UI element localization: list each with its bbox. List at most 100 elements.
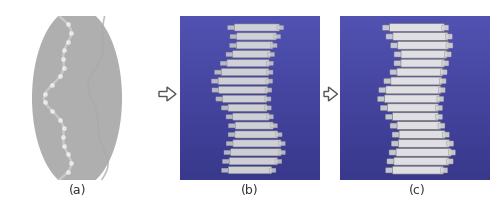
FancyBboxPatch shape bbox=[397, 122, 440, 130]
FancyBboxPatch shape bbox=[227, 60, 269, 67]
FancyBboxPatch shape bbox=[278, 141, 285, 146]
FancyBboxPatch shape bbox=[232, 51, 270, 58]
Text: (c): (c) bbox=[409, 184, 426, 197]
FancyBboxPatch shape bbox=[222, 168, 228, 172]
FancyBboxPatch shape bbox=[228, 133, 235, 137]
FancyBboxPatch shape bbox=[439, 79, 446, 84]
FancyBboxPatch shape bbox=[386, 114, 392, 119]
FancyBboxPatch shape bbox=[438, 87, 445, 93]
FancyBboxPatch shape bbox=[394, 61, 401, 66]
FancyBboxPatch shape bbox=[442, 132, 450, 137]
FancyBboxPatch shape bbox=[270, 43, 277, 48]
FancyBboxPatch shape bbox=[270, 124, 278, 128]
FancyBboxPatch shape bbox=[440, 70, 447, 75]
FancyBboxPatch shape bbox=[230, 34, 236, 39]
FancyBboxPatch shape bbox=[398, 139, 450, 147]
FancyBboxPatch shape bbox=[224, 150, 230, 155]
FancyBboxPatch shape bbox=[277, 26, 283, 30]
FancyBboxPatch shape bbox=[216, 97, 222, 101]
FancyBboxPatch shape bbox=[393, 32, 448, 40]
FancyBboxPatch shape bbox=[229, 158, 278, 165]
FancyBboxPatch shape bbox=[401, 50, 447, 58]
FancyBboxPatch shape bbox=[392, 113, 438, 121]
FancyBboxPatch shape bbox=[448, 150, 456, 155]
FancyArrow shape bbox=[159, 87, 176, 101]
FancyBboxPatch shape bbox=[382, 25, 390, 30]
FancyBboxPatch shape bbox=[444, 52, 451, 57]
FancyBboxPatch shape bbox=[236, 33, 277, 40]
FancyBboxPatch shape bbox=[269, 168, 276, 172]
FancyBboxPatch shape bbox=[228, 167, 272, 174]
FancyBboxPatch shape bbox=[266, 115, 274, 119]
FancyBboxPatch shape bbox=[218, 77, 268, 85]
FancyBboxPatch shape bbox=[436, 114, 442, 119]
FancyBboxPatch shape bbox=[236, 42, 273, 49]
FancyBboxPatch shape bbox=[384, 95, 440, 103]
FancyBboxPatch shape bbox=[214, 70, 222, 74]
FancyBboxPatch shape bbox=[387, 159, 394, 164]
FancyBboxPatch shape bbox=[378, 96, 384, 102]
FancyBboxPatch shape bbox=[212, 79, 218, 83]
FancyBboxPatch shape bbox=[264, 106, 271, 110]
FancyBboxPatch shape bbox=[438, 123, 445, 128]
FancyBboxPatch shape bbox=[390, 24, 444, 31]
FancyBboxPatch shape bbox=[386, 34, 393, 39]
FancyBboxPatch shape bbox=[386, 86, 441, 94]
FancyBboxPatch shape bbox=[233, 113, 269, 120]
FancyBboxPatch shape bbox=[398, 41, 448, 49]
FancyBboxPatch shape bbox=[226, 52, 232, 57]
FancyBboxPatch shape bbox=[233, 140, 281, 147]
FancyBboxPatch shape bbox=[266, 61, 274, 65]
FancyBboxPatch shape bbox=[222, 95, 267, 102]
FancyBboxPatch shape bbox=[392, 166, 444, 174]
FancyArrow shape bbox=[324, 87, 338, 101]
FancyBboxPatch shape bbox=[446, 34, 452, 39]
FancyBboxPatch shape bbox=[222, 106, 228, 110]
FancyBboxPatch shape bbox=[387, 104, 438, 112]
FancyBboxPatch shape bbox=[389, 150, 396, 155]
FancyBboxPatch shape bbox=[384, 79, 391, 84]
FancyBboxPatch shape bbox=[228, 26, 234, 30]
FancyBboxPatch shape bbox=[235, 131, 278, 138]
FancyBboxPatch shape bbox=[220, 61, 227, 65]
FancyBboxPatch shape bbox=[226, 141, 233, 146]
FancyBboxPatch shape bbox=[380, 105, 387, 111]
FancyBboxPatch shape bbox=[266, 79, 272, 83]
Text: (a): (a) bbox=[69, 184, 86, 197]
FancyBboxPatch shape bbox=[390, 70, 397, 75]
FancyBboxPatch shape bbox=[218, 86, 268, 93]
FancyBboxPatch shape bbox=[275, 159, 282, 164]
FancyBboxPatch shape bbox=[235, 122, 273, 129]
FancyBboxPatch shape bbox=[446, 159, 453, 164]
FancyBboxPatch shape bbox=[392, 132, 399, 137]
FancyBboxPatch shape bbox=[447, 141, 454, 146]
FancyBboxPatch shape bbox=[379, 87, 386, 93]
FancyBboxPatch shape bbox=[264, 97, 271, 101]
FancyBboxPatch shape bbox=[392, 141, 398, 146]
FancyBboxPatch shape bbox=[222, 69, 269, 76]
FancyBboxPatch shape bbox=[436, 105, 442, 111]
FancyBboxPatch shape bbox=[276, 133, 282, 137]
FancyBboxPatch shape bbox=[222, 159, 229, 164]
FancyBboxPatch shape bbox=[397, 68, 443, 76]
FancyBboxPatch shape bbox=[230, 43, 236, 48]
FancyBboxPatch shape bbox=[396, 148, 451, 156]
FancyBboxPatch shape bbox=[394, 157, 449, 165]
FancyBboxPatch shape bbox=[230, 149, 281, 156]
Text: (b): (b) bbox=[241, 184, 259, 197]
FancyBboxPatch shape bbox=[401, 59, 444, 67]
FancyBboxPatch shape bbox=[446, 43, 453, 48]
FancyBboxPatch shape bbox=[234, 24, 280, 31]
FancyBboxPatch shape bbox=[394, 52, 401, 57]
FancyBboxPatch shape bbox=[442, 25, 448, 30]
FancyBboxPatch shape bbox=[266, 70, 273, 74]
FancyBboxPatch shape bbox=[390, 43, 398, 48]
FancyBboxPatch shape bbox=[274, 34, 280, 39]
FancyBboxPatch shape bbox=[228, 124, 235, 128]
FancyBboxPatch shape bbox=[278, 150, 285, 155]
FancyBboxPatch shape bbox=[390, 123, 397, 128]
Ellipse shape bbox=[32, 8, 122, 188]
FancyBboxPatch shape bbox=[437, 96, 444, 102]
FancyBboxPatch shape bbox=[265, 88, 272, 92]
FancyBboxPatch shape bbox=[268, 52, 274, 57]
